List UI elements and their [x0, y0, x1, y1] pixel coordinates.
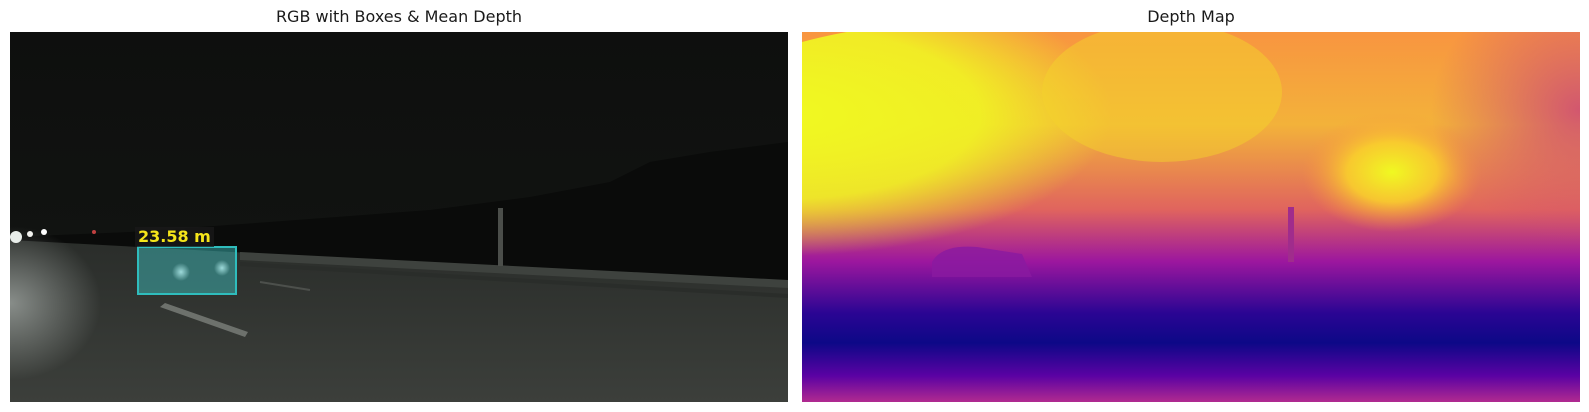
detection-depth-label: 23.58 m — [135, 227, 214, 247]
detection-box — [137, 246, 237, 295]
rgb-image: 23.58 m — [10, 32, 788, 402]
depth-map-image — [802, 32, 1580, 402]
rgb-scene — [10, 32, 788, 402]
rgb-panel-title: RGB with Boxes & Mean Depth — [275, 7, 523, 26]
depth-map — [802, 32, 1580, 402]
depth-panel-title: Depth Map — [1147, 7, 1235, 26]
